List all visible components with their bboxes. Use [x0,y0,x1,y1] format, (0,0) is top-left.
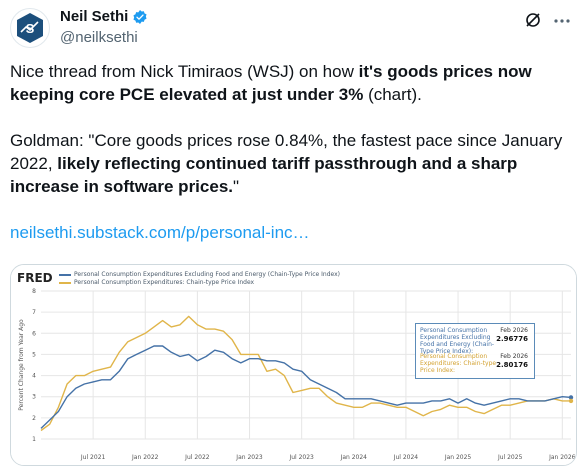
tweet-bold-span: it's goods prices now keeping core PCE e… [10,62,532,104]
y-tick-label: 3 [32,394,36,401]
avatar[interactable]: S [10,8,50,48]
legend-item-headline: Personal Consumption Expenditures: Chain… [59,279,340,287]
y-tick-label: 8 [32,288,36,295]
chart-tooltip: Personal Consumption Expenditures Exclud… [415,323,535,379]
legend-label: Personal Consumption Expenditures Exclud… [74,271,340,278]
tweet-text-span: Goldman: "Core goods prices rose 0.84%, … [10,131,563,173]
avatar-logo-icon: S [17,13,43,43]
tooltip-label: Personal Consumption Expenditures Exclud… [420,327,495,355]
display-name-text: Neil Sethi [60,8,129,25]
x-tick-label: Jan 2022 [131,454,159,461]
grok-icon[interactable] [521,10,545,30]
legend-swatch [59,282,71,284]
series-line-1 [40,315,571,432]
y-tick-label: 7 [32,309,36,316]
tweet-text-span: " [233,177,240,196]
fred-chart: 1 2 3 4 5 6 7 8 Jul 2021 Jan 2022 Jul 2022 Jan 2023… [11,265,576,465]
substack-link[interactable]: neilsethi.substack.com/p/personal-inc… [10,223,310,242]
tooltip-row-core: Personal Consumption Expenditures Exclud… [420,327,530,355]
more-options-icon[interactable] [553,12,571,30]
tooltip-date: Feb 2026 [500,353,528,360]
handle[interactable]: @neilksethi [60,29,138,46]
chart-image-card[interactable]: 1 2 3 4 5 6 7 8 Jul 2021 Jan 2022 Jul 2022 Jan 2023… [10,264,577,466]
tweet-paragraph-2: Goldman: "Core goods prices rose 0.84%, … [10,129,575,198]
y-tick-label: 1 [32,436,36,443]
y-axis-label: Percent Change from Year Ago [18,319,25,411]
legend-swatch [59,274,71,276]
x-tick-label: Jul 2022 [184,454,210,461]
tweet-text: Nice thread from Nick Timiraos (WSJ) on … [10,60,575,267]
chart-legend: Personal Consumption Expenditures Exclud… [59,271,340,287]
x-tick-label: Jul 2023 [288,454,314,461]
tooltip-value: 2.96776 [496,335,528,343]
y-tick-label: 5 [32,351,36,358]
tweet-paragraph-3: neilsethi.substack.com/p/personal-inc… [10,221,575,244]
tooltip-row-headline: Personal Consumption Expenditures: Chain… [420,353,530,379]
verified-badge-icon [133,9,147,24]
tooltip-label: Personal Consumption Expenditures: Chain… [420,353,497,374]
tweet-header: S Neil Sethi @neilksethi [10,6,575,48]
y-tick-label: 6 [32,330,36,337]
x-tick-label: Jan 2026 [548,454,576,461]
y-tick-label: 4 [32,373,36,380]
legend-item-core: Personal Consumption Expenditures Exclud… [59,271,340,279]
fred-logo: FRED [17,271,53,285]
legend-label: Personal Consumption Expenditures: Chain… [74,279,255,286]
display-name[interactable]: Neil Sethi [60,8,148,25]
tweet-bold-span: likely reflecting continued tariff passt… [10,154,518,196]
series-line-0 [40,345,572,429]
y-tick-label: 2 [32,415,36,422]
svg-text:S: S [26,21,35,36]
series-end-point-1 [568,398,574,404]
tweet-text-span: Nice thread from Nick Timiraos (WSJ) on … [10,62,359,81]
tooltip-date: Feb 2026 [500,327,528,334]
x-tick-label: Jan 2023 [235,454,263,461]
x-tick-label: Jan 2024 [340,454,368,461]
tweet-text-span: (chart). [363,85,422,104]
tweet-paragraph-1: Nice thread from Nick Timiraos (WSJ) on … [10,60,575,106]
x-tick-label: Jul 2025 [497,454,523,461]
x-tick-label: Jan 2025 [444,454,472,461]
x-tick-label: Jul 2024 [393,454,419,461]
x-tick-label: Jul 2021 [80,454,106,461]
series-end-point-0 [568,395,574,400]
tooltip-value: 2.80176 [496,361,528,369]
